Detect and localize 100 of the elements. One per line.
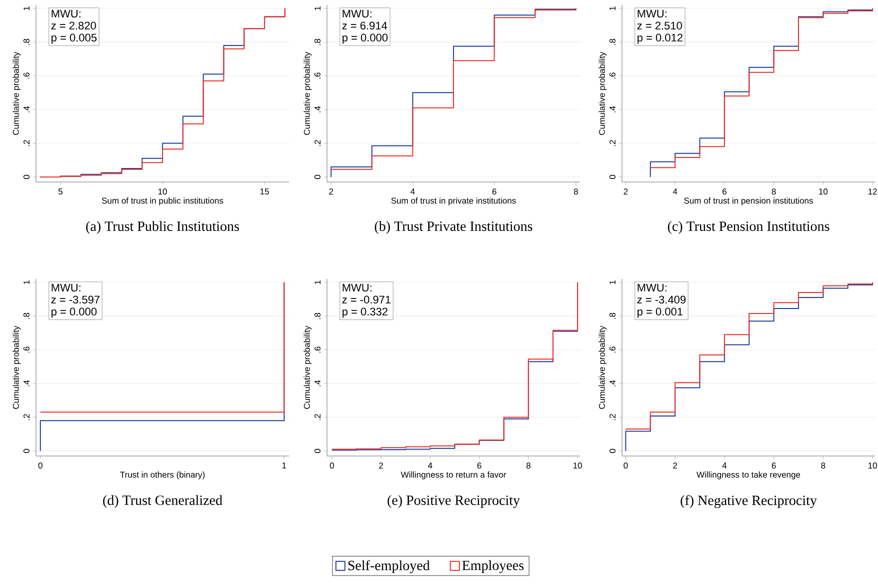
annotation: MWU: xyxy=(638,10,666,18)
y-tick-label: 0 xyxy=(314,174,320,179)
x-tick-label: 10 xyxy=(573,462,582,469)
annotation: p = 0.332 xyxy=(342,308,388,318)
y-tick-label: .6 xyxy=(609,346,616,353)
y-tick-label: .4 xyxy=(314,106,320,112)
y-tick-label: 0 xyxy=(609,448,616,453)
x-tick-label: 2 xyxy=(673,462,678,468)
y-tick-label: 1 xyxy=(314,6,320,10)
annotation: p = 0.005 xyxy=(52,34,97,44)
x-tick-label: 2 xyxy=(379,462,383,468)
y-tick-label: 1 xyxy=(610,6,616,10)
y-tick-label: .8 xyxy=(609,312,616,319)
y-tick-label: .2 xyxy=(24,140,30,146)
annotation: p = 0.001 xyxy=(638,308,682,318)
x-tick-label: 4 xyxy=(672,188,678,194)
y-tick-label: 0 xyxy=(609,174,616,179)
annotation: z = -3.409 xyxy=(637,296,686,304)
x-axis-title: Trust in others (binary) xyxy=(120,471,205,480)
y-tick-label: .6 xyxy=(23,346,30,353)
y-tick-label: 0 xyxy=(23,174,30,179)
y-tick-label: .2 xyxy=(24,414,30,420)
y-tick-label: .6 xyxy=(314,346,320,353)
y-tick-label: .6 xyxy=(23,72,30,79)
x-tick-label: 0 xyxy=(624,462,628,469)
text: (e) Positive Reciprocity xyxy=(388,495,520,508)
annotation: MWU: xyxy=(52,284,80,292)
x-axis-title: Sum of trust in pension institutions xyxy=(684,197,813,206)
x-tick-label: 4 xyxy=(722,462,727,468)
y-axis-title: Cumulative probability xyxy=(12,52,21,135)
y-tick-label: .4 xyxy=(610,106,616,112)
x-tick-label: 4 xyxy=(410,188,415,194)
y-tick-label: .8 xyxy=(23,38,30,45)
x-tick-label: 2 xyxy=(329,188,334,194)
text: (a) Trust Public Institutions xyxy=(86,221,239,234)
y-tick-label: .2 xyxy=(610,140,616,146)
y-axis-title: Cumulative probability xyxy=(12,326,21,409)
y-tick-label: 1 xyxy=(314,280,320,284)
annotation: MWU: xyxy=(342,10,372,18)
y-tick-label: .4 xyxy=(24,106,30,112)
legend-label: Self-employed xyxy=(348,560,430,574)
y-axis-title: Cumulative probability xyxy=(598,326,607,409)
y-tick-label: .2 xyxy=(610,414,616,420)
x-axis-title: Willingness to take revenge xyxy=(696,471,800,480)
x-tick-label: 12 xyxy=(868,188,877,194)
x-tick-label: 2 xyxy=(624,188,628,194)
text: (d) Trust Generalized xyxy=(103,495,222,508)
text: (b) Trust Private Institutions xyxy=(374,221,532,234)
y-tick-label: .8 xyxy=(23,312,30,319)
y-tick-label: 1 xyxy=(24,6,30,10)
y-tick-label: .6 xyxy=(314,72,320,79)
x-tick-label: 4 xyxy=(428,462,432,468)
text: (c) Trust Pension Institutions xyxy=(668,221,830,234)
y-tick-label: 1 xyxy=(24,280,30,284)
annotation: p = 0.000 xyxy=(342,34,388,44)
x-tick-label: 8 xyxy=(574,188,578,195)
y-tick-label: .8 xyxy=(314,312,320,319)
x-tick-label: 15 xyxy=(260,188,269,194)
legend-label: Employees xyxy=(462,560,524,574)
y-axis-title: Cumulative probability xyxy=(598,52,607,135)
y-axis-title: Cumulative probability xyxy=(304,52,312,135)
annotation: p = 0.012 xyxy=(638,34,682,44)
y-tick-label: .8 xyxy=(314,38,320,45)
y-tick-label: .4 xyxy=(610,380,616,386)
annotation: z = 2.510 xyxy=(637,22,682,30)
y-axis-title: Cumulative probability xyxy=(304,326,312,409)
y-tick-label: .6 xyxy=(609,72,616,79)
x-tick-label: 6 xyxy=(722,188,726,195)
annotation: z = -0.971 xyxy=(342,296,391,304)
x-tick-label: 10 xyxy=(158,188,167,195)
x-axis-title: Willingness to return a favor xyxy=(400,471,506,480)
x-tick-label: 6 xyxy=(772,462,776,469)
x-tick-label: 0 xyxy=(330,462,334,469)
text: (f) Negative Reciprocity xyxy=(680,495,817,508)
x-tick-label: 0 xyxy=(38,462,42,469)
annotation: MWU: xyxy=(52,10,80,18)
x-tick-label: 10 xyxy=(868,462,877,469)
annotation: MWU: xyxy=(638,284,666,292)
x-axis-title: Sum of trust in public institutions xyxy=(102,197,224,206)
x-tick-label: 1 xyxy=(282,462,286,468)
x-axis-title: Sum of trust in private institutions xyxy=(391,197,516,206)
y-tick-label: .4 xyxy=(24,380,30,386)
annotation: z = -3.597 xyxy=(51,296,100,304)
x-tick-label: 5 xyxy=(58,188,62,194)
y-tick-label: 1 xyxy=(610,280,616,284)
x-tick-label: 8 xyxy=(772,188,776,195)
x-tick-label: 8 xyxy=(526,462,530,469)
y-tick-label: 0 xyxy=(23,448,30,453)
annotation: z = 6.914 xyxy=(342,22,388,30)
x-tick-label: 8 xyxy=(821,462,826,469)
y-tick-label: .2 xyxy=(314,414,320,420)
annotation: p = 0.000 xyxy=(52,308,97,318)
x-tick-label: 10 xyxy=(819,188,828,195)
y-tick-label: 0 xyxy=(314,448,320,453)
annotation: MWU: xyxy=(342,284,372,292)
y-tick-label: .2 xyxy=(314,140,320,146)
y-tick-label: .4 xyxy=(314,380,320,386)
annotation: z = 2.820 xyxy=(51,22,96,30)
y-tick-label: .8 xyxy=(609,38,616,45)
x-tick-label: 6 xyxy=(492,188,496,195)
